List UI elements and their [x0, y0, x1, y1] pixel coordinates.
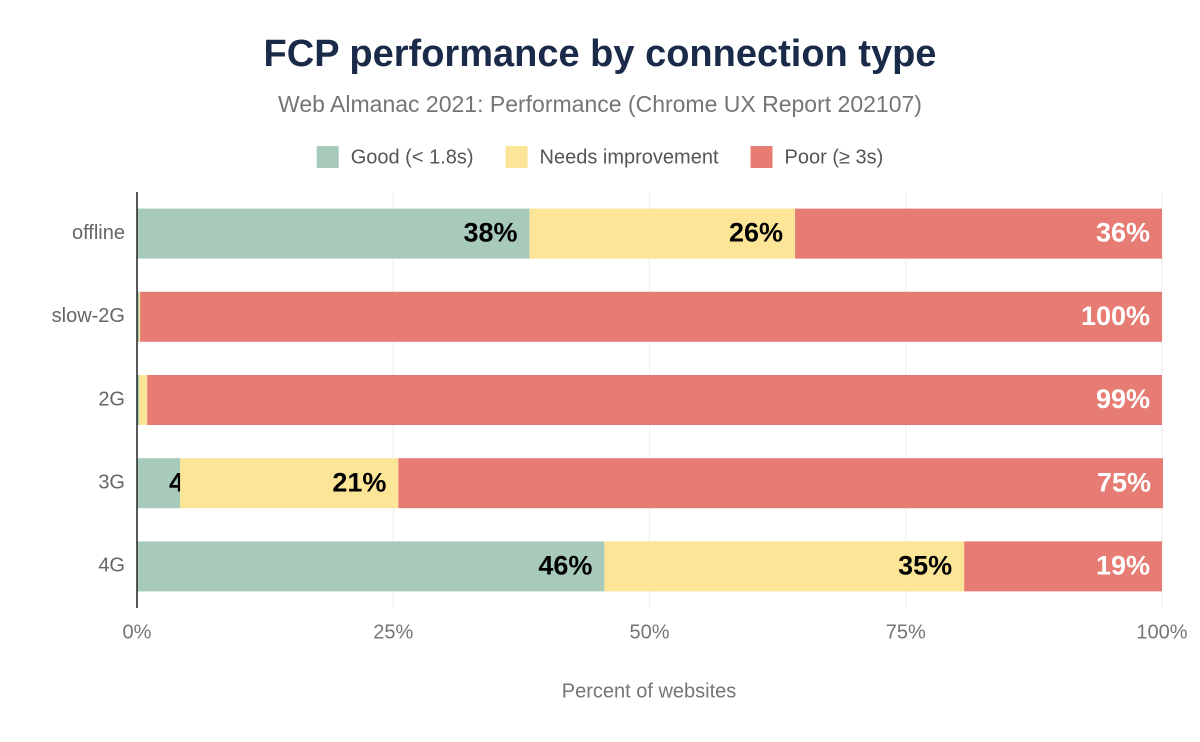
x-tick-label: 0%: [123, 621, 152, 643]
data-label: 36%: [1096, 218, 1150, 248]
data-label: 75%: [1097, 467, 1151, 497]
legend-swatch: [505, 146, 528, 168]
bar-segment: [529, 208, 796, 259]
legend-label: Needs improvement: [540, 146, 719, 168]
bar-segment: [795, 208, 1162, 259]
x-tick-label: 75%: [886, 621, 926, 643]
y-tick-label: 3G: [98, 471, 125, 493]
bar-segment: [604, 541, 965, 592]
legend: Good (< 1.8s) Needs improvement Poor (≥ 3s…: [316, 146, 884, 168]
data-label: 19%: [1096, 551, 1150, 581]
bar-segment: [147, 375, 1162, 425]
legend-swatch: [750, 146, 773, 168]
y-tick-label: slow-2G: [52, 305, 125, 327]
bar-segment: [137, 291, 140, 342]
bar-segment: [137, 541, 605, 592]
data-label: 99%: [1096, 384, 1150, 414]
data-label: 21%: [332, 467, 386, 497]
data-label: 35%: [898, 551, 952, 581]
x-tick-label: 100%: [1136, 621, 1187, 643]
bar-segment: [137, 375, 140, 425]
legend-label: Poor (≥ 3s): [785, 146, 884, 168]
bar-segment: [180, 458, 399, 509]
x-tick-label: 25%: [373, 621, 413, 643]
bar-segment: [137, 208, 530, 259]
x-tick-label: 50%: [629, 621, 669, 643]
bar-segment: [140, 291, 1162, 342]
data-label: 26%: [729, 218, 783, 248]
x-axis-label: Percent of websites: [562, 680, 737, 702]
chart-subtitle: Web Almanac 2021: Performance (Chrome UX…: [278, 91, 922, 117]
bar-segment: [964, 541, 1162, 592]
y-tick-label: 4G: [98, 555, 125, 577]
legend-label: Good (< 1.8s): [351, 146, 474, 168]
data-label: 38%: [464, 218, 518, 248]
bar-segment: [139, 375, 148, 425]
bar-segment: [139, 291, 141, 342]
y-tick-label: offline: [72, 222, 125, 244]
bar-segment: [137, 458, 181, 509]
y-tick-label: 2G: [98, 388, 125, 410]
data-label: 100%: [1081, 301, 1150, 331]
legend-swatch: [316, 146, 339, 168]
chart-title: FCP performance by connection type: [264, 33, 937, 75]
data-label: 46%: [538, 551, 592, 581]
bar-segment: [398, 458, 1164, 509]
